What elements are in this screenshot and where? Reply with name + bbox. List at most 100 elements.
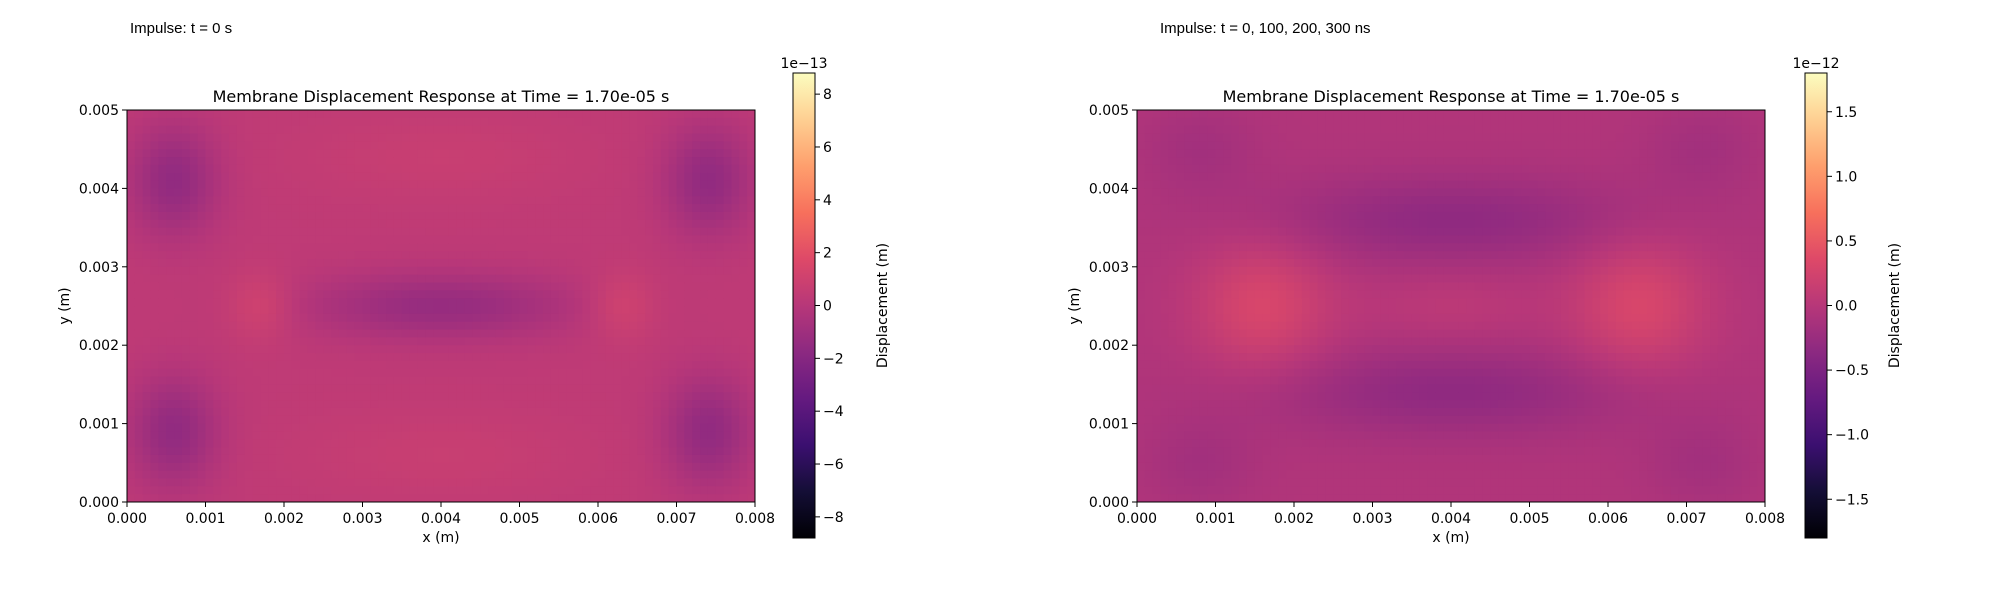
heatmap-cell [433,204,442,213]
heatmap-cell [354,439,364,448]
heatmap-cell [700,368,709,378]
heatmap-cell [488,368,497,378]
heatmap-cell [1168,470,1177,480]
heatmap-cell [1191,282,1201,291]
heatmap-cell [621,384,630,393]
heatmap-cell [637,219,646,229]
heatmap-cell [378,494,387,502]
heatmap-cell [370,400,379,409]
heatmap-cell [1262,110,1272,119]
heatmap-cell [166,290,175,299]
heatmap-cell [1207,298,1217,307]
heatmap-cell [260,376,269,385]
heatmap-cell [645,211,654,221]
heatmap-cell [511,454,521,464]
heatmap-cell [535,157,544,166]
heatmap-cell [558,298,568,307]
heatmap-cell [684,258,693,268]
heatmap-cell [629,204,638,213]
heatmap-cell [1215,157,1224,166]
heatmap-cell [441,274,450,284]
heatmap-cell [1278,227,1287,237]
heatmap-cell [205,407,214,417]
heatmap-cell [723,439,733,448]
heatmap-cell [1137,180,1146,189]
heatmap-cell [700,298,709,307]
heatmap-cell [1262,368,1272,378]
heatmap-cell [527,211,536,221]
heatmap-cell [433,454,442,464]
heatmap-cell [268,235,277,244]
heatmap-cell [495,243,505,252]
heatmap-cell [613,368,623,378]
heatmap-cell [386,219,395,229]
heatmap-cell [543,157,552,166]
heatmap-cell [511,266,521,276]
heatmap-cell [731,125,740,135]
heatmap-cell [433,125,442,135]
heatmap-cell [621,376,630,385]
heatmap-cell [244,258,254,268]
heatmap-cell [307,266,316,276]
heatmap-cell [307,258,316,268]
heatmap-cell [268,298,277,307]
heatmap-cell [456,478,466,487]
heatmap-cell [142,329,152,338]
heatmap-cell [134,494,144,502]
heatmap-cell [1270,157,1279,166]
heatmap-cell [503,251,513,260]
heatmap-cell [1278,321,1287,331]
heatmap-cell [723,368,733,378]
heatmap-cell [268,110,277,119]
heatmap-cell [605,439,615,448]
heatmap-cell [276,486,285,495]
heatmap-cell [637,227,646,237]
heatmap-cell [503,110,513,119]
heatmap-cell [307,196,316,205]
heatmap-cell [700,392,709,401]
heatmap-cell [550,266,560,276]
heatmap-cell [488,180,497,189]
heatmap-cell [346,431,356,440]
heatmap-cell [1278,376,1287,385]
heatmap-cell [291,211,301,221]
heatmap-cell [1152,368,1162,378]
heatmap-cell [448,125,458,135]
heatmap-cell [354,423,364,433]
heatmap-cell [645,227,654,237]
heatmap-cell [652,172,662,182]
heatmap-cell [1223,298,1232,307]
heatmap-cell [315,313,324,323]
heatmap-cell [598,266,607,276]
heatmap-cell [409,211,419,221]
heatmap-cell [480,407,489,417]
heatmap-cell [166,274,175,284]
heatmap-cell [401,376,411,385]
heatmap-cell [370,384,379,393]
heatmap-cell [331,149,340,158]
heatmap-cell [284,235,293,244]
heatmap-cell [299,243,309,252]
heatmap-cell [684,117,693,127]
heatmap-cell [574,368,583,378]
heatmap-cell [354,447,364,456]
heatmap-cell [723,290,733,299]
heatmap-cell [284,337,293,346]
heatmap-cell [700,110,709,119]
heatmap-cell [205,141,214,150]
heatmap-cell [181,258,191,268]
heatmap-cell [1137,360,1146,370]
heatmap-cell [134,243,144,252]
heatmap-cell [142,478,152,487]
heatmap-cell [543,439,552,448]
heatmap-cell [464,211,473,221]
heatmap-cell [284,454,293,464]
heatmap-cell [134,274,144,284]
heatmap-cell [229,423,238,433]
heatmap-cell [739,157,748,166]
heatmap-cell [1246,447,1256,456]
heatmap-cell [189,376,199,385]
heatmap-cell [346,235,356,244]
heatmap-cell [174,423,183,433]
